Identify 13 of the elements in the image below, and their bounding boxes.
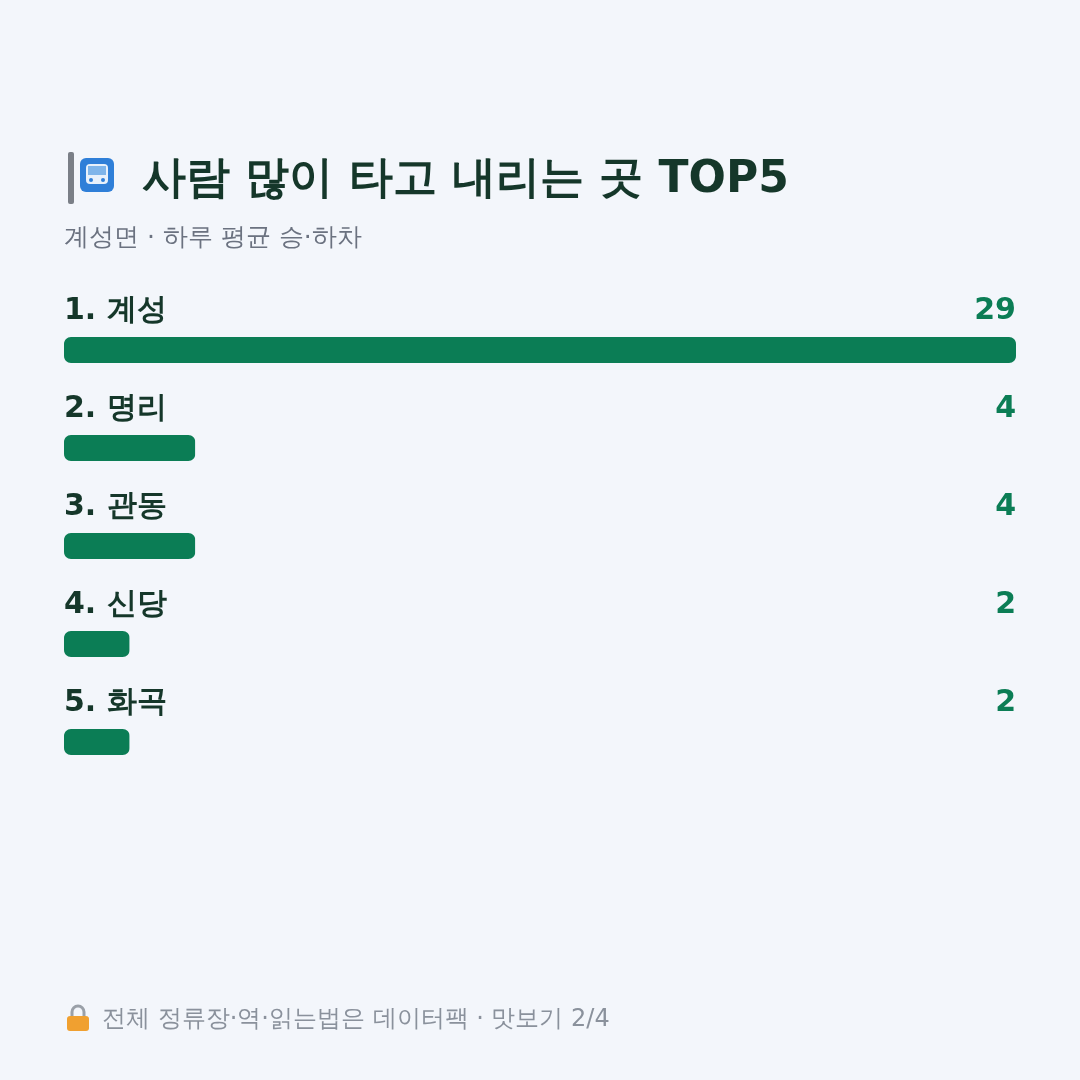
data-label: 4 xyxy=(995,487,1016,522)
data-label: 2 xyxy=(995,585,1016,620)
y-tick-label: 1. 계성 xyxy=(64,291,167,326)
data-label: 29 xyxy=(974,291,1016,326)
y-tick-label: 2. 명리 xyxy=(64,389,167,424)
data-label: 4 xyxy=(995,389,1016,424)
text: 전체 정류장·역·읽는법은 데이터팩 · 맛보기 2/4 xyxy=(102,1003,610,1034)
y-tick-label: 3. 관동 xyxy=(64,487,167,522)
y-tick-label: 4. 신당 xyxy=(64,585,167,620)
data-label: 2 xyxy=(995,683,1016,718)
chart-title: 사람 많이 타고 내리는 곳 TOP5 xyxy=(142,150,789,204)
y-tick-label: 5. 화곡 xyxy=(64,683,167,718)
chart-subtitle: 계성면 · 하루 평균 승·하차 xyxy=(64,221,362,253)
